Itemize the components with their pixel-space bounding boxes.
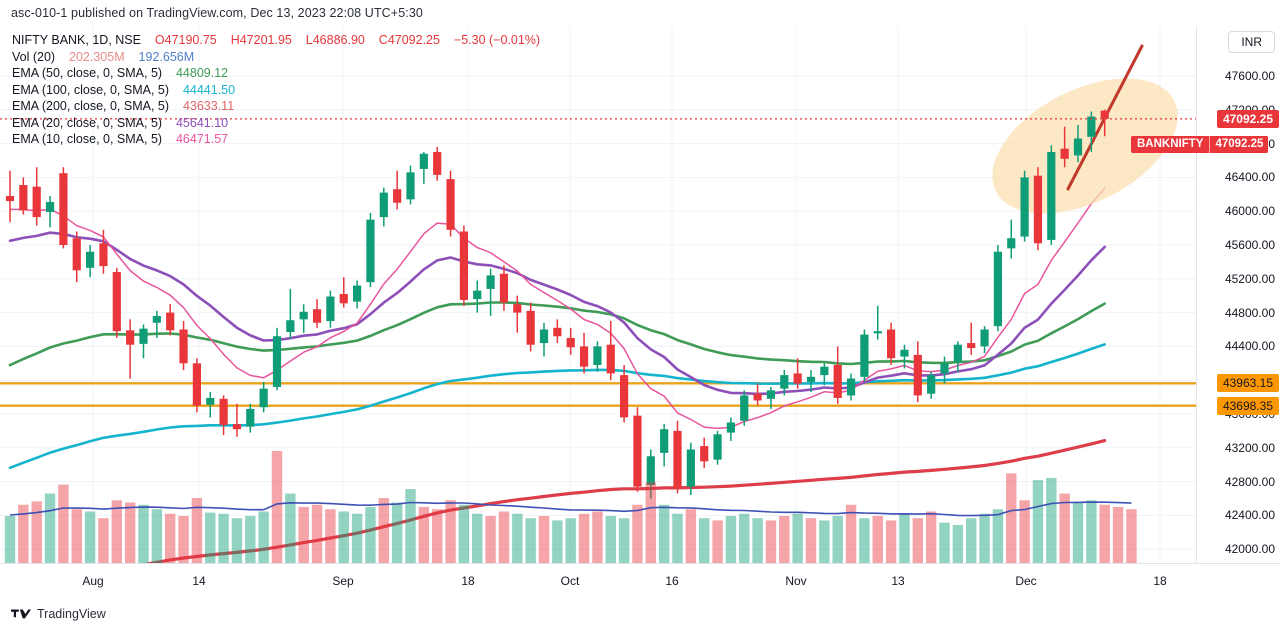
time-tick-label: 16 — [665, 574, 679, 588]
legend-row-ema200[interactable]: EMA (200, close, 0, SMA, 5) 43633.11 — [12, 98, 540, 115]
price-tick-label: 45600.00 — [1224, 238, 1275, 252]
support-price-tag-2: 43698.35 — [1216, 396, 1279, 415]
legend-open-label: O — [154, 33, 165, 47]
legend-ema100-value: 44441.50 — [182, 82, 236, 97]
legend-ema20-value: 45641.10 — [175, 115, 229, 130]
legend-high-label: H — [230, 33, 240, 47]
time-tick-label: 13 — [891, 574, 905, 588]
price-tick-label: 44400.00 — [1224, 339, 1275, 354]
legend-row-ema10[interactable]: EMA (10, close, 0, SMA, 5) 46471.57 — [12, 131, 540, 148]
legend-row-ohlc[interactable]: NIFTY BANK, 1D, NSE O47190.75 H47201.95 … — [12, 32, 540, 49]
legend-open-value: 47190.75 — [164, 33, 217, 47]
legend-close-value: 47092.25 — [387, 33, 440, 47]
legend-ema50-value: 44809.12 — [175, 66, 229, 80]
banknifty-tag-value: 47092.25 — [1209, 136, 1269, 154]
legend-change: −5.30 (−0.01%) — [453, 33, 541, 47]
price-tick-label: 46400.00 — [1224, 170, 1275, 185]
legend-ema200-label: EMA (200, close, 0, SMA, 5) — [12, 99, 170, 113]
legend-ema200-value: 43633.11 — [182, 99, 235, 113]
last-price-tag: 47092.25 — [1216, 109, 1279, 128]
time-tick-label: Nov — [785, 574, 807, 588]
published-header: asc-010-1 published on TradingView.com, … — [0, 0, 1281, 26]
time-tick-label: 18 — [1153, 574, 1167, 588]
time-tick-label: 18 — [461, 574, 475, 588]
price-tick-label: 42400.00 — [1224, 508, 1275, 523]
time-tick-label: Dec — [1015, 574, 1037, 588]
price-tick-label: 42000.00 — [1224, 542, 1275, 557]
banknifty-tag-name: BANKNIFTY — [1137, 138, 1204, 151]
legend-ema10-value: 46471.57 — [175, 132, 229, 146]
legend-volume-ma-value: 192.656M — [138, 49, 195, 64]
legend-symbol[interactable]: NIFTY BANK, 1D, NSE — [12, 33, 141, 47]
price-tick-label: 46000.00 — [1224, 204, 1275, 219]
currency-badge[interactable]: INR — [1228, 31, 1275, 53]
tradingview-logo-icon — [11, 608, 31, 621]
legend-ema50-label: EMA (50, close, 0, SMA, 5) — [12, 66, 163, 80]
legend-volume-label: Vol (20) — [12, 49, 56, 64]
time-axis[interactable]: Aug 14 Sep 18 Oct 16 Nov 13 Dec 18 — [0, 563, 1281, 601]
legend-low-label: L — [305, 33, 313, 47]
time-tick-label: Oct — [560, 574, 580, 588]
candlestick-chart-svg — [0, 26, 1196, 563]
time-tick-label: Aug — [82, 574, 104, 588]
legend-ema100-label: EMA (100, close, 0, SMA, 5) — [12, 82, 170, 97]
chart-legend: NIFTY BANK, 1D, NSE O47190.75 H47201.95 … — [12, 32, 540, 148]
price-tick-label: 47600.00 — [1224, 69, 1275, 83]
chart-frame: INR 47600.0047200.0046800.0046400.004600… — [0, 26, 1281, 601]
tradingview-brand: TradingView — [37, 607, 106, 621]
banknifty-price-tag: BANKNIFTY 47092.25 — [1131, 136, 1269, 154]
time-tick-label: 14 — [192, 574, 206, 588]
time-tick-label: Sep — [332, 574, 354, 588]
legend-volume-value: 202.305M — [69, 49, 125, 64]
price-tick-label: 43200.00 — [1224, 440, 1275, 455]
legend-ema20-label: EMA (20, close, 0, SMA, 5) — [12, 115, 163, 130]
published-text: asc-010-1 published on TradingView.com, … — [11, 6, 423, 20]
price-axis[interactable]: INR 47600.0047200.0046800.0046400.004600… — [1196, 26, 1281, 563]
tradingview-footer: TradingView — [0, 601, 1281, 627]
price-tick-label: 45200.00 — [1224, 271, 1275, 286]
legend-row-ema50[interactable]: EMA (50, close, 0, SMA, 5) 44809.12 — [12, 65, 540, 82]
legend-row-ema100[interactable]: EMA (100, close, 0, SMA, 5) 44441.50 — [12, 82, 540, 99]
legend-high-value: 47201.95 — [239, 33, 292, 47]
legend-low-value: 46886.90 — [312, 33, 365, 47]
price-tick-label: 44800.00 — [1224, 305, 1275, 320]
legend-close-label: C — [378, 33, 388, 47]
support-price-tag-1: 43963.15 — [1216, 374, 1279, 393]
legend-row-volume[interactable]: Vol (20) 202.305M 192.656M — [12, 49, 540, 66]
chart-plot-area[interactable] — [0, 26, 1196, 563]
legend-row-ema20[interactable]: EMA (20, close, 0, SMA, 5) 45641.10 — [12, 115, 540, 132]
legend-ema10-label: EMA (10, close, 0, SMA, 5) — [12, 132, 163, 146]
price-tick-label: 42800.00 — [1224, 474, 1275, 489]
